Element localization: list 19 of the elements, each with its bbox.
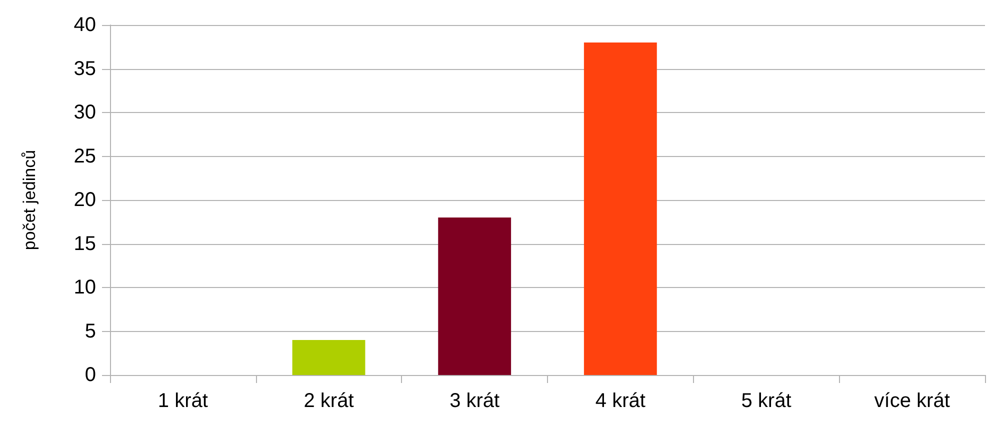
bar	[292, 340, 366, 375]
y-tick-label: 5	[84, 320, 96, 342]
x-tick-label: více krát	[874, 390, 950, 412]
x-tick-label: 4 krát	[595, 390, 646, 412]
y-tick-label: 40	[74, 14, 96, 36]
y-tick-label: 25	[74, 145, 96, 168]
y-tick-label: 10	[74, 276, 96, 298]
y-tick-label: 35	[74, 58, 96, 80]
y-tick-label: 15	[74, 232, 96, 255]
bar	[584, 42, 657, 375]
x-tick-label: 5 krát	[741, 390, 792, 412]
y-tick-label: 20	[74, 189, 96, 211]
y-axis-title: počet jedinců	[20, 150, 39, 250]
x-tick-label: 3 krát	[450, 390, 500, 412]
x-tick-label: 2 krát	[304, 390, 354, 412]
x-tick-label: 1 krát	[158, 390, 208, 412]
y-tick-label: 0	[84, 364, 96, 386]
y-tick-label: 30	[74, 102, 96, 124]
bar	[438, 218, 512, 375]
